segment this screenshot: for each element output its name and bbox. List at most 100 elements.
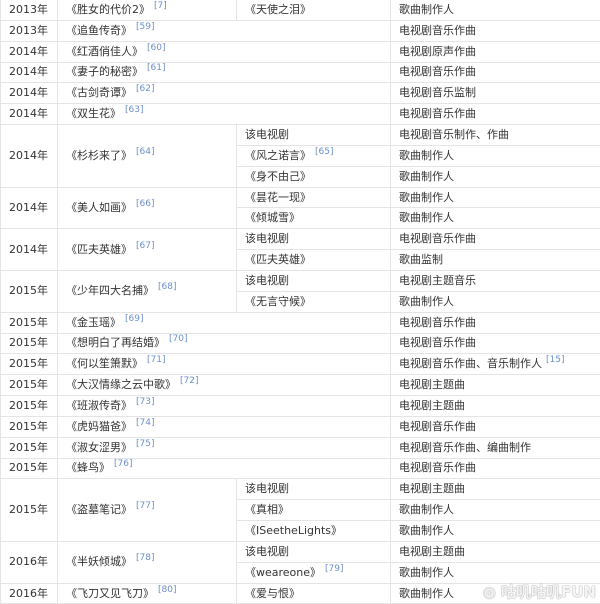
year-cell: 2015年 [0, 311, 58, 334]
title-cell: 《胜女的代价2》 [7] [57, 0, 237, 21]
song-cell: 该电视剧 [236, 124, 391, 146]
year-cell-text: 2015年 [9, 336, 48, 350]
citation-link[interactable]: [61] [147, 63, 166, 74]
year-cell: 2014年 [0, 61, 58, 84]
song-cell-text: 《昙花一现》 [245, 190, 311, 204]
citation-link[interactable]: [64] [136, 146, 155, 157]
table-row: 2016年 《飞刀又见飞刀》 [80] 《爱与恨》 歌曲制作人 [0, 582, 600, 604]
citation-link[interactable]: [79] [325, 563, 344, 574]
role-cell-text: 电视剧音乐作曲 [399, 461, 476, 475]
title-cell-text: 《少年四大名捕》 [66, 284, 154, 298]
song-cell: 《真相》 [236, 499, 391, 522]
title-cell-text: 《大汉情缘之云中歌》 [66, 378, 176, 392]
table-row: 《匹夫英雄》 歌曲监制 [1, 249, 600, 271]
song-cell-text: 《爱与恨》 [245, 586, 300, 600]
song-cell-text: 该电视剧 [245, 232, 289, 246]
title-cell-text: 《盗墓笔记》 [66, 503, 132, 517]
citation-link[interactable]: [59] [136, 21, 155, 32]
year-cell: 2013年 [0, 19, 58, 42]
table-row: 2014年 《匹夫英雄》 [67] 该电视剧 电视剧音乐作曲 [0, 228, 600, 271]
citation-link[interactable]: [72] [180, 376, 199, 387]
table-row: 2015年 《想明白了再结婚》 [70] 电视剧音乐作曲 [0, 332, 600, 355]
citation-link[interactable]: [66] [136, 198, 155, 209]
year-cell-text: 2016年 [9, 586, 48, 600]
year-cell: 2015年 [0, 478, 58, 542]
role-cell: 电视剧主题曲 [390, 478, 600, 501]
year-cell: 2013年 [0, 0, 58, 21]
table-row: 2014年 《双生花》 [63] 电视剧音乐作曲 [0, 103, 600, 126]
citation-link[interactable]: [70] [169, 334, 188, 345]
title-cell-text: 《杉杉来了》 [66, 148, 132, 162]
title-cell-text: 《妻子的秘密》 [66, 65, 143, 79]
role-cell-text: 电视剧主题曲 [399, 544, 465, 558]
role-cell: 电视剧主题曲 [390, 540, 600, 563]
song-cell-text: 《无言守候》 [245, 294, 311, 308]
citation-link[interactable]: [77] [136, 501, 155, 512]
song-cell-text: 《风之诺言》 [245, 148, 311, 162]
title-cell-text: 《何以笙箫默》 [66, 357, 143, 371]
song-cell-text: 《真相》 [245, 503, 289, 517]
citation-link[interactable]: [80] [158, 584, 177, 595]
title-cell-text: 《双生花》 [66, 107, 121, 121]
year-cell-text: 2013年 [9, 23, 48, 37]
year-cell-text: 2015年 [9, 284, 48, 298]
table-row: 《身不由己》 歌曲制作人 [1, 165, 600, 188]
year-cell-text: 2015年 [9, 398, 48, 412]
song-cell-text: 《天使之泪》 [245, 2, 311, 16]
title-cell: 《古剑奇谭》 [62] [57, 82, 391, 105]
citation-link[interactable]: [76] [114, 459, 133, 470]
table-row: 2014年 《妻子的秘密》 [61] 电视剧音乐作曲 [0, 61, 600, 84]
title-cell: 《大汉情缘之云中歌》 [72] [57, 374, 391, 397]
citation-link[interactable]: [65] [315, 146, 334, 157]
citation-link[interactable]: [74] [136, 417, 155, 428]
title-cell-text: 《美人如画》 [66, 200, 132, 214]
song-cell: 《匹夫英雄》 [236, 249, 391, 271]
citation-link[interactable]: [62] [136, 84, 155, 95]
table-row: 2015年 《大汉情缘之云中歌》 [72] 电视剧主题曲 [0, 374, 600, 397]
song-cell: 该电视剧 [236, 540, 391, 563]
year-cell-text: 2014年 [9, 107, 48, 121]
title-cell: 《杉杉来了》 [64] [57, 124, 237, 188]
song-cell: 《昙花一现》 [236, 186, 391, 209]
table-row: 2014年 《杉杉来了》 [64] 该电视剧 电视剧音乐制作、作曲 [0, 124, 600, 188]
song-cell: 《weareone》 [79] [236, 561, 391, 584]
role-cell: 电视剧音乐作曲 [390, 61, 600, 84]
title-cell: 《虎妈猫爸》 [74] [57, 415, 391, 438]
table-row: 2014年 《古剑奇谭》 [62] 电视剧音乐监制 [0, 82, 600, 105]
role-cell-text: 电视剧音乐作曲 [399, 336, 476, 350]
role-cell-text: 电视剧音乐作曲 [399, 315, 476, 329]
title-cell-text: 《金玉瑶》 [66, 315, 121, 329]
citation-link[interactable]: [7] [154, 0, 167, 11]
citation-link[interactable]: [63] [125, 105, 144, 116]
citation-link[interactable]: [69] [125, 313, 144, 324]
citation-link[interactable]: [75] [136, 438, 155, 449]
song-cell-text: 《匹夫英雄》 [245, 253, 311, 267]
citation-link[interactable]: [78] [136, 553, 155, 564]
role-cell: 歌曲制作人 [390, 290, 600, 313]
citation-link[interactable]: [73] [136, 396, 155, 407]
year-cell: 2015年 [0, 374, 58, 397]
citation-link[interactable]: [67] [136, 240, 155, 251]
citation-link[interactable]: [60] [147, 42, 166, 53]
title-cell: 《双生花》 [63] [57, 103, 391, 126]
title-cell-text: 《匹夫英雄》 [66, 242, 132, 256]
role-cell-text: 歌曲制作人 [399, 524, 454, 538]
table-row: 2013年 《胜女的代价2》 [7] 《天使之泪》 歌曲制作人 [0, 0, 600, 21]
role-cell-text: 电视剧主题曲 [399, 398, 465, 412]
role-cell: 歌曲监制 [390, 249, 600, 271]
citation-link[interactable]: [71] [147, 355, 166, 366]
year-cell-text: 2015年 [9, 419, 48, 433]
role-cell-text: 电视剧音乐作曲 [399, 107, 476, 121]
role-cell-text: 歌曲制作人 [399, 503, 454, 517]
role-cell: 电视剧音乐监制 [390, 82, 600, 105]
role-cell: 歌曲制作人 [390, 0, 600, 21]
title-cell-text: 《胜女的代价2》 [66, 2, 150, 16]
citation-link[interactable]: [15] [546, 355, 565, 366]
song-cell: 《爱与恨》 [236, 582, 391, 604]
citation-link[interactable]: [68] [158, 282, 177, 293]
table-row: 2015年 《虎妈猫爸》 [74] 电视剧音乐作曲 [0, 415, 600, 438]
role-cell-text: 电视剧音乐作曲 [399, 419, 476, 433]
year-cell-text: 2014年 [9, 65, 48, 79]
role-cell-text: 电视剧主题曲 [399, 378, 465, 392]
title-cell: 《妻子的秘密》 [61] [57, 61, 391, 84]
